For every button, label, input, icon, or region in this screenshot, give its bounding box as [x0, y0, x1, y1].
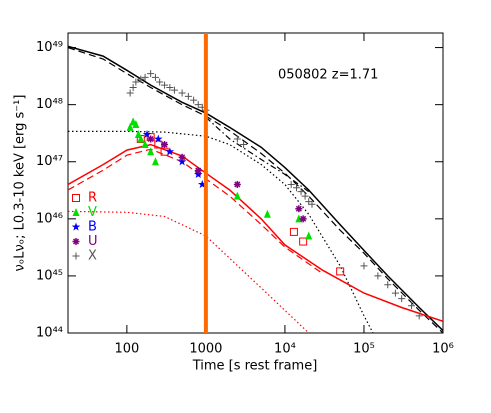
- marker: [132, 78, 140, 86]
- marker: [184, 92, 192, 100]
- marker: [233, 135, 241, 143]
- marker: [374, 272, 382, 280]
- marker: [126, 122, 134, 131]
- x-tick-label: 10⁶: [432, 342, 454, 357]
- y-tick-label: 10⁴⁹: [36, 40, 63, 55]
- marker: [295, 205, 303, 213]
- marker: [263, 209, 271, 218]
- marker: [398, 295, 406, 303]
- marker: [151, 157, 159, 166]
- marker: [308, 200, 316, 208]
- marker: [156, 78, 164, 86]
- marker: [177, 157, 187, 166]
- legend-marker: [72, 208, 80, 216]
- marker: [141, 73, 149, 81]
- model-curve: [68, 210, 310, 333]
- marker: [408, 302, 416, 310]
- marker: [233, 180, 241, 188]
- y-tick-label: 10⁴⁸: [36, 97, 63, 112]
- legend-label: V: [88, 205, 97, 220]
- marker: [154, 134, 163, 143]
- marker: [178, 153, 186, 161]
- x-tick-label: 10⁴: [274, 342, 296, 357]
- marker: [305, 231, 313, 240]
- y-tick-label: 10⁴⁶: [36, 211, 63, 226]
- legend-label: R: [88, 191, 97, 206]
- marker: [161, 81, 169, 89]
- model-curve: [68, 47, 443, 333]
- marker: [360, 262, 368, 270]
- plot-frame: [67, 32, 444, 334]
- model-curve: [68, 143, 443, 323]
- marker: [141, 140, 149, 149]
- marker: [233, 191, 241, 200]
- x-tick-label: 100: [114, 342, 139, 357]
- marker: [170, 86, 178, 94]
- marker: [287, 180, 295, 188]
- model-curve: [205, 116, 310, 193]
- marker: [190, 96, 198, 104]
- marker: [194, 101, 202, 109]
- legend-label: U: [88, 234, 98, 249]
- legend-marker: [72, 194, 80, 202]
- marker: [336, 267, 345, 276]
- marker: [194, 167, 202, 175]
- y-tick-label: 10⁴⁴: [36, 326, 63, 341]
- model-curve: [68, 130, 374, 333]
- marker: [289, 227, 298, 236]
- x-tick-label: 1000: [189, 342, 222, 357]
- marker: [142, 130, 152, 139]
- marker: [161, 141, 169, 149]
- marker: [301, 192, 309, 200]
- marker: [299, 215, 307, 223]
- y-tick-label: 10⁴⁷: [36, 154, 63, 169]
- marker: [151, 73, 159, 81]
- model-curve: [68, 148, 323, 275]
- marker: [292, 184, 300, 192]
- marker: [147, 135, 155, 143]
- annotation: 050802 z=1.71: [278, 68, 378, 83]
- legend-label: X: [88, 249, 97, 264]
- marker: [240, 141, 248, 149]
- marker: [126, 89, 134, 97]
- legend-label: B: [88, 220, 97, 235]
- marker: [391, 289, 399, 297]
- marker: [137, 75, 145, 83]
- model-curve: [68, 45, 443, 332]
- marker: [165, 147, 175, 156]
- marker: [166, 83, 174, 91]
- marker: [147, 70, 155, 78]
- marker: [415, 312, 423, 320]
- marker: [129, 83, 137, 91]
- y-axis-label: νₒLνₒ; L0.3-10 keV [erg s⁻¹]: [13, 95, 28, 272]
- marker: [384, 281, 392, 289]
- x-axis-label: Time [s rest frame]: [192, 359, 318, 374]
- y-tick-label: 10⁴⁵: [36, 268, 63, 283]
- x-tick-label: 10⁵: [353, 342, 375, 357]
- legend-marker: [72, 238, 80, 245]
- marker: [297, 188, 305, 196]
- marker: [147, 147, 155, 156]
- legend-marker: [71, 222, 81, 231]
- marker: [299, 237, 308, 246]
- plot-area: [68, 45, 443, 333]
- marker: [178, 89, 186, 97]
- marker: [132, 119, 140, 128]
- marker: [137, 134, 145, 143]
- marker: [197, 179, 207, 189]
- legend-marker: [72, 252, 80, 260]
